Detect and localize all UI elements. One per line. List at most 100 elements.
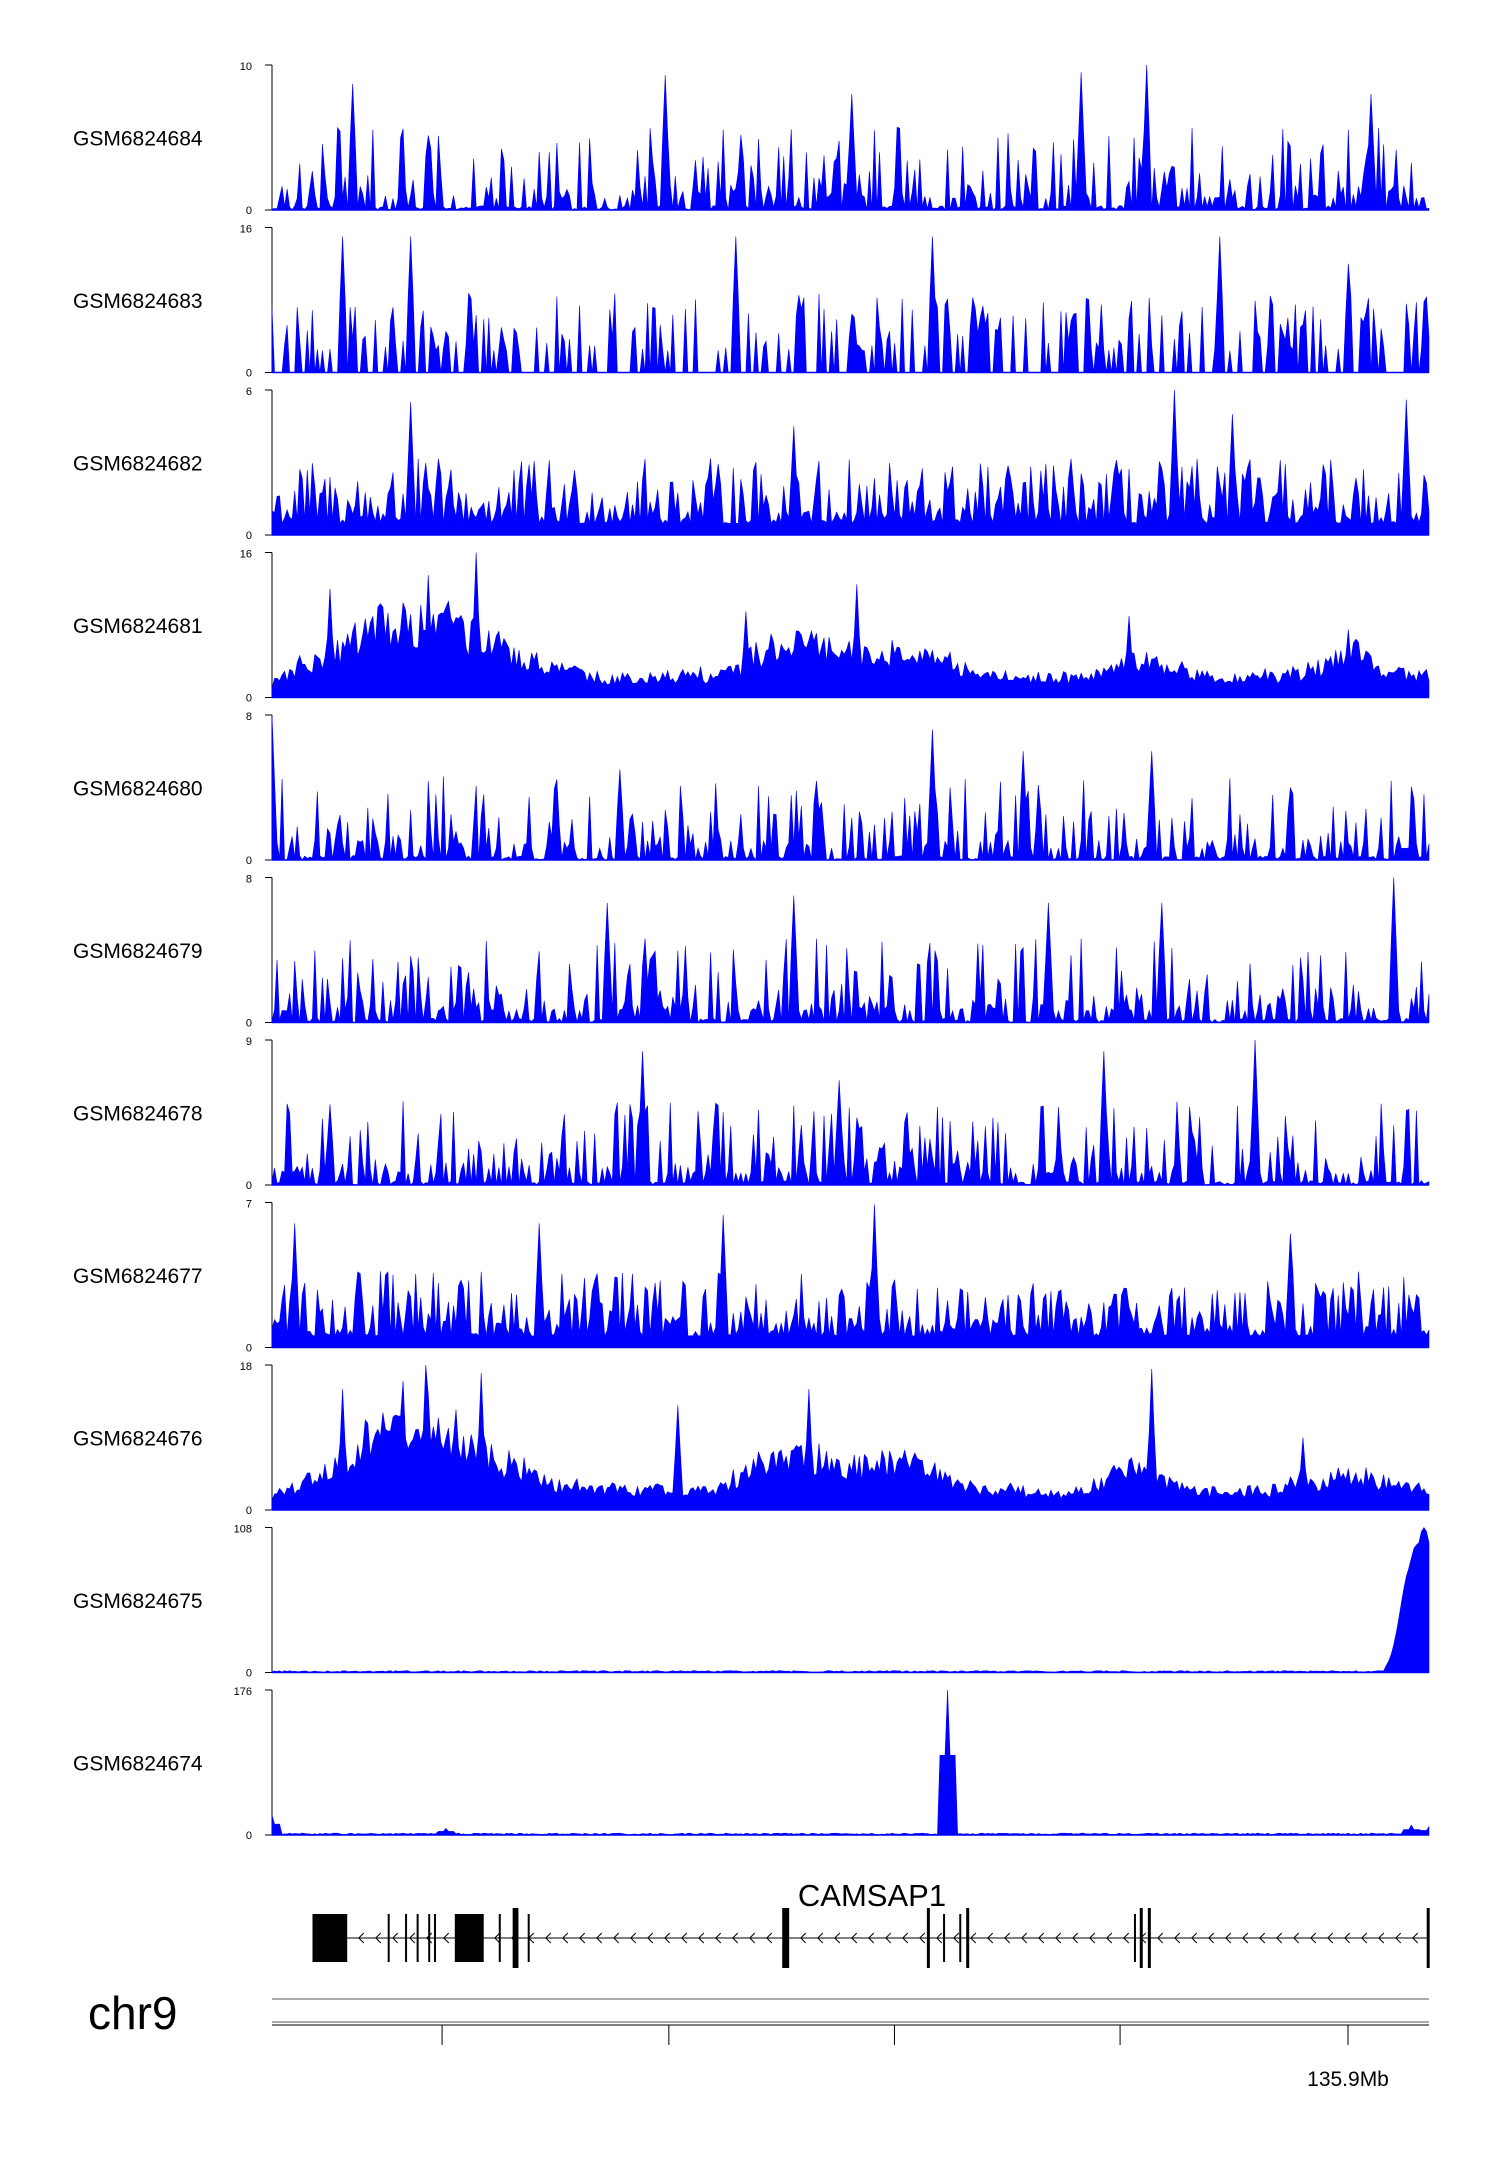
strand-arrow [647,1932,654,1944]
strand-arrow [698,1932,705,1944]
strand-arrow [1378,1932,1385,1944]
strand-arrow [375,1932,382,1944]
strand-arrow [1327,1932,1334,1944]
exon [943,1914,946,1962]
signal-area [271,552,1430,698]
y-max-label: 8 [246,711,252,723]
strand-arrow [1242,1932,1249,1944]
x-tick-label: 135.9Mb [1307,2068,1389,2091]
strand-arrow [1276,1932,1283,1944]
strand-arrow [936,1932,943,1944]
strand-arrow [868,1932,875,1944]
strand-arrow [630,1932,637,1944]
track-GSM6824683: GSM6824683 16 0 [73,224,1430,380]
strand-arrow [596,1932,603,1944]
track-GSM6824681: GSM6824681 16 0 [73,549,1430,705]
y-max-label: 16 [240,549,252,561]
y-min-label: 0 [246,1668,252,1680]
exon [1133,1914,1136,1962]
y-max-label: 16 [240,224,252,236]
track-label: GSM6824682 [73,453,203,476]
y-max-label: 9 [246,1036,252,1048]
y-max-label: 10 [240,61,252,73]
track-label: GSM6824675 [73,1590,203,1613]
strand-arrow [1225,1932,1232,1944]
y-min-label: 0 [246,530,252,542]
exon [405,1914,408,1962]
track-GSM6824674: GSM6824674 176 0 [73,1686,1430,1842]
strand-arrow [1157,1932,1164,1944]
exon [966,1908,970,1968]
strand-arrow [885,1932,892,1944]
strand-arrow [1174,1932,1181,1944]
gene-track: CAMSAP1 [312,1878,1430,1968]
strand-arrow [562,1932,569,1944]
strand-arrow [715,1932,722,1944]
signal-area [271,64,1430,211]
y-min-label: 0 [246,1180,252,1192]
track-label: GSM6824676 [73,1428,203,1451]
track-GSM6824679: GSM6824679 8 0 [73,874,1430,1030]
y-max-label: 176 [234,1686,252,1698]
exon [416,1914,419,1962]
track-GSM6824677: GSM6824677 7 0 [73,1199,1430,1355]
signal-area [271,389,1430,536]
chromosome-label: chr9 [88,1987,177,2039]
exon [498,1914,501,1962]
y-min-label: 0 [246,205,252,217]
y-min-label: 0 [246,1830,252,1842]
strand-arrow [1191,1932,1198,1944]
y-max-label: 18 [240,1361,252,1373]
y-min-label: 0 [246,1505,252,1517]
strand-arrow [392,1932,399,1944]
strand-arrow [1293,1932,1300,1944]
y-min-label: 0 [246,855,252,867]
strand-arrow [681,1932,688,1944]
signal-tracks: GSM6824684100GSM6824683160GSM682468260GS… [73,61,1430,1842]
strand-arrow [1412,1932,1419,1944]
track-GSM6824675: GSM6824675 108 0 [73,1524,1430,1680]
strand-arrow [1208,1932,1215,1944]
exon [428,1914,431,1962]
strand-arrow [970,1932,977,1944]
y-min-label: 0 [246,693,252,705]
exon [454,1914,484,1962]
strand-arrow [1055,1932,1062,1944]
signal-area [271,1526,1430,1673]
strand-arrow [953,1932,960,1944]
exon [1147,1908,1151,1968]
exon [527,1914,530,1962]
strand-arrow [664,1932,671,1944]
strand-arrow [545,1932,552,1944]
y-max-label: 7 [246,1199,252,1211]
strand-arrow [834,1932,841,1944]
signal-area [271,1364,1430,1511]
track-label: GSM6824678 [73,1103,203,1126]
y-min-label: 0 [246,368,252,380]
strand-arrow [1038,1932,1045,1944]
exon [782,1908,790,1968]
strand-arrow [1344,1932,1351,1944]
strand-arrow [919,1932,926,1944]
y-max-label: 6 [246,386,252,398]
strand-arrow [358,1932,365,1944]
strand-arrow [902,1932,909,1944]
exon [1426,1908,1430,1968]
exon [926,1908,930,1968]
track-label: GSM6824674 [73,1753,203,1776]
strand-arrow [766,1932,773,1944]
strand-arrow [443,1932,450,1944]
strand-arrow [800,1932,807,1944]
track-GSM6824678: GSM6824678 9 0 [73,1036,1430,1192]
strand-arrow [987,1932,994,1944]
y-min-label: 0 [246,1018,252,1030]
strand-arrow [1310,1932,1317,1944]
track-GSM6824680: GSM6824680 8 0 [73,711,1430,867]
strand-arrow [1004,1932,1011,1944]
strand-arrow [1106,1932,1113,1944]
strand-arrow [732,1932,739,1944]
track-label: GSM6824683 [73,290,203,313]
strand-arrow [579,1932,586,1944]
gene-name: CAMSAP1 [798,1878,946,1913]
track-label: GSM6824677 [73,1265,203,1288]
